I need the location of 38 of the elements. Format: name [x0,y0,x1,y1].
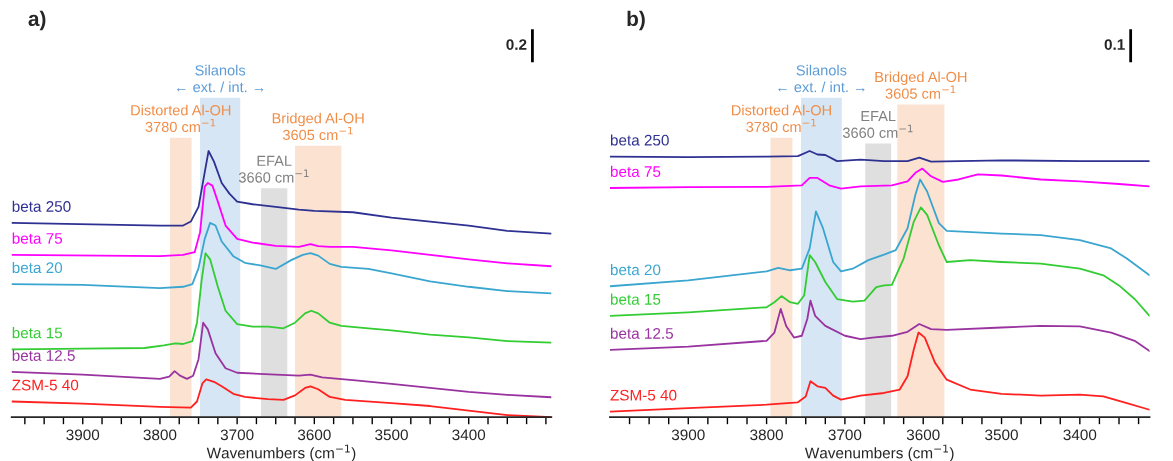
x-tick-label: 3600 [297,429,331,441]
x-tick-label: 3600 [906,429,940,441]
series-label: beta 75 [12,232,63,244]
x-tick-label: 3700 [220,429,254,441]
text: 0.1 [1104,39,1125,50]
band-label: Distorted Al-OH 3780 cm$^{−1}$ [131,104,231,133]
text: 0.2 [506,39,527,50]
band-label: Silanols ← ext. / int. → [778,64,865,93]
x-tick-label: 3500 [985,429,1018,441]
band-label: EFAL 3660 cm$^{−1}$ [842,111,913,138]
x-tick-label: 3400 [1063,429,1097,441]
x-tick-label: 3900 [66,429,100,441]
x-axis-title: Wavenumbers (cm$^{−1}$) [804,444,954,461]
x-tick-label: 3700 [828,429,862,441]
band-label: Silanols ← ext. / int. → [176,64,264,93]
series-label: beta 250 [610,134,669,146]
band-label: Bridged Al-OH 3605 cm$^{−1}$ [272,112,364,141]
series-label: ZSM-5 40 [610,389,677,401]
x-tick-label: 3800 [750,429,783,441]
series-label: beta 15 [610,293,661,305]
chart-title: b) [627,10,645,31]
x-axis-title: Wavenumbers (cm$^{−1}$) [206,444,356,461]
band-label: EFAL 3660 cm$^{−1}$ [238,155,309,183]
series-label: beta 12.5 [12,349,75,361]
chart-title: a) [28,10,46,31]
band-label: Distorted Al-OH 3780 cm$^{−1}$ [732,104,831,133]
x-tick-label: 3500 [375,429,408,441]
x-tick-label: 3900 [671,429,705,441]
series-label: beta 250 [12,200,71,212]
series-label: beta 12.5 [610,327,674,339]
series-label: beta 15 [12,327,63,339]
series-label: beta 20 [12,261,63,274]
series-label: beta 20 [610,264,661,276]
x-tick-label: 3400 [452,429,486,441]
series-label: ZSM-5 40 [12,379,79,391]
x-tick-label: 3800 [143,429,177,441]
series-label: beta 75 [610,165,661,178]
band-label: Bridged Al-OH 3605 cm$^{−1}$ [875,71,967,99]
